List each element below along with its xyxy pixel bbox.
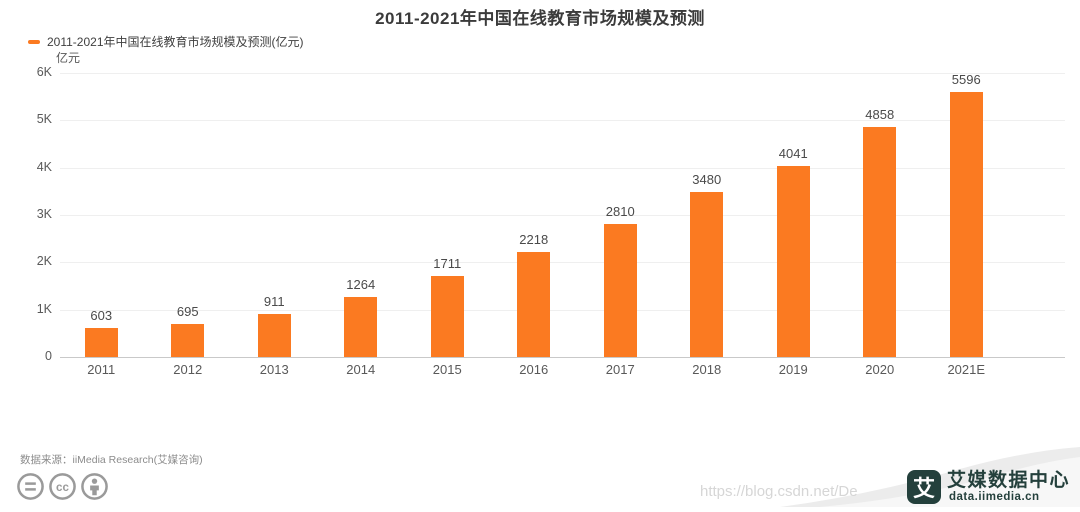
brand-name: 艾媒数据中心 — [946, 470, 1070, 492]
gridline — [60, 167, 1065, 169]
gridline — [60, 120, 1065, 122]
bar-value-label: 5596 — [951, 72, 981, 88]
y-tick-label: 4K — [36, 159, 52, 174]
brand-domain: data.iimedia.cn — [948, 490, 1040, 503]
bar — [863, 127, 897, 357]
y-tick-label: 6K — [36, 65, 52, 79]
brand-logo: 艾 艾媒数据中心 data.iimedia.cn — [906, 470, 1070, 504]
license-icons: cc — [16, 472, 109, 501]
legend: 2011-2021年中国在线教育市场规模及预测(亿元) — [28, 33, 304, 50]
chart-title: 2011-2021年中国在线教育市场规模及预测 — [375, 9, 705, 28]
y-tick-label: 2K — [36, 254, 52, 269]
x-tick-label: 2017 — [605, 362, 635, 377]
bar — [776, 165, 810, 357]
legend-marker-icon — [28, 39, 40, 44]
bar — [949, 92, 983, 357]
y-tick-label: 0 — [45, 349, 52, 363]
gridline — [60, 262, 1065, 264]
gridline — [60, 215, 1065, 216]
bar — [603, 223, 637, 357]
person-icon — [80, 472, 109, 501]
y-tick-label: 3K — [36, 207, 52, 221]
x-tick-label: 2012 — [173, 362, 203, 377]
bar — [690, 192, 724, 357]
bar — [171, 324, 205, 357]
svg-text:cc: cc — [56, 481, 69, 494]
bar-value-label: 911 — [263, 293, 285, 309]
bar-value-label: 4041 — [778, 145, 808, 161]
bar-value-label: 4858 — [865, 107, 895, 123]
x-axis-line — [60, 357, 1065, 358]
y-tick-label: 1K — [36, 301, 52, 316]
bar-value-label: 695 — [176, 304, 199, 320]
x-tick-label: 2019 — [778, 362, 808, 377]
x-tick-label: 2018 — [692, 362, 722, 377]
bar — [517, 252, 551, 357]
equals-icon — [16, 472, 45, 501]
x-tick-label: 2016 — [519, 362, 549, 377]
bar-value-label: 603 — [90, 308, 113, 324]
x-tick-label: 2014 — [346, 362, 376, 377]
x-tick-label: 2013 — [259, 362, 289, 377]
brand-logo-icon: 艾 — [906, 470, 941, 504]
legend-label: 2011-2021年中国在线教育市场规模及预测(亿元) — [47, 35, 304, 49]
gridline — [60, 309, 1065, 311]
x-tick-label: 2011 — [87, 362, 116, 377]
gridline — [60, 73, 1065, 74]
x-tick-label: 2020 — [865, 362, 895, 377]
bar — [430, 276, 464, 357]
bar-value-label: 2218 — [519, 232, 549, 247]
footer-swoosh-decoration — [780, 447, 1080, 512]
cc-icon: cc — [48, 472, 77, 501]
bar-value-label: 2810 — [605, 203, 635, 219]
bar-value-label: 1264 — [346, 277, 376, 293]
data-source-note: 数据来源：iiMedia Research(艾媒咨询) — [20, 454, 203, 466]
bar — [344, 297, 378, 357]
bar-value-label: 1711 — [433, 256, 462, 271]
y-axis-unit-label: 亿元 — [56, 51, 81, 65]
x-tick-label: 2015 — [432, 362, 462, 377]
bar-value-label: 3480 — [692, 172, 722, 188]
bar — [257, 313, 291, 357]
bar — [84, 328, 118, 357]
y-tick-label: 5K — [36, 112, 52, 127]
x-tick-label: 2021E — [947, 362, 986, 377]
csdn-watermark: https://blog.csdn.net/De — [700, 483, 858, 500]
